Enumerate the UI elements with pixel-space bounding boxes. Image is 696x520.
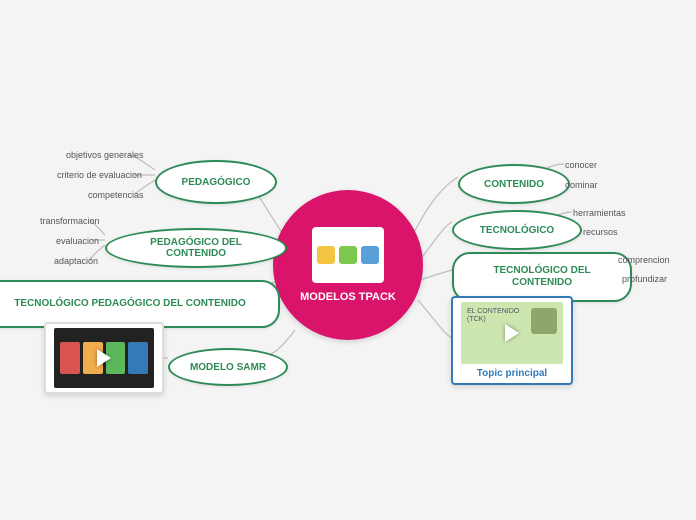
hub-title: MODELOS TPACK <box>300 291 396 303</box>
node-teccont[interactable]: TECNOLÓGICO DEL CONTENIDO <box>452 252 632 302</box>
leaf-text: evaluacion <box>56 236 99 246</box>
leaf-text: conocer <box>565 160 597 170</box>
leaf-text: criterio de evaluacion <box>57 170 142 180</box>
leaf-text: competencias <box>88 190 144 200</box>
central-hub: MODELOS TPACK <box>273 190 423 340</box>
leaf-text: dominar <box>565 180 598 190</box>
leaf-text: adaptación <box>54 256 98 266</box>
node-tecno[interactable]: TECNOLÓGICO <box>452 210 582 250</box>
media-card-topic[interactable]: EL CONTENIDO(TCK)Topic principal <box>451 296 573 385</box>
node-samr[interactable]: MODELO SAMR <box>168 348 288 386</box>
media-card-samrcard[interactable] <box>44 322 164 394</box>
leaf-text: recursos <box>583 227 618 237</box>
mindmap-canvas: MODELOS TPACK PEDAGÓGICO PEDAGÓGICO DEL C… <box>0 0 696 520</box>
card-caption: Topic principal <box>477 368 547 379</box>
leaf-text: objetivos generales <box>66 150 144 160</box>
play-icon <box>505 324 519 342</box>
node-tecped[interactable]: TECNOLÓGICO PEDAGÓGICO DEL CONTENIDO <box>0 280 280 328</box>
play-icon <box>97 349 111 367</box>
node-cont[interactable]: CONTENIDO <box>458 164 570 204</box>
leaf-text: transformacion <box>40 216 100 226</box>
node-pedcont[interactable]: PEDAGÓGICO DEL CONTENIDO <box>105 228 287 268</box>
hub-thumbnail <box>312 227 384 283</box>
leaf-text: comprencion <box>618 255 670 265</box>
leaf-text: herramientas <box>573 208 626 218</box>
node-pedag[interactable]: PEDAGÓGICO <box>155 160 277 204</box>
leaf-text: profundizar <box>622 274 667 284</box>
